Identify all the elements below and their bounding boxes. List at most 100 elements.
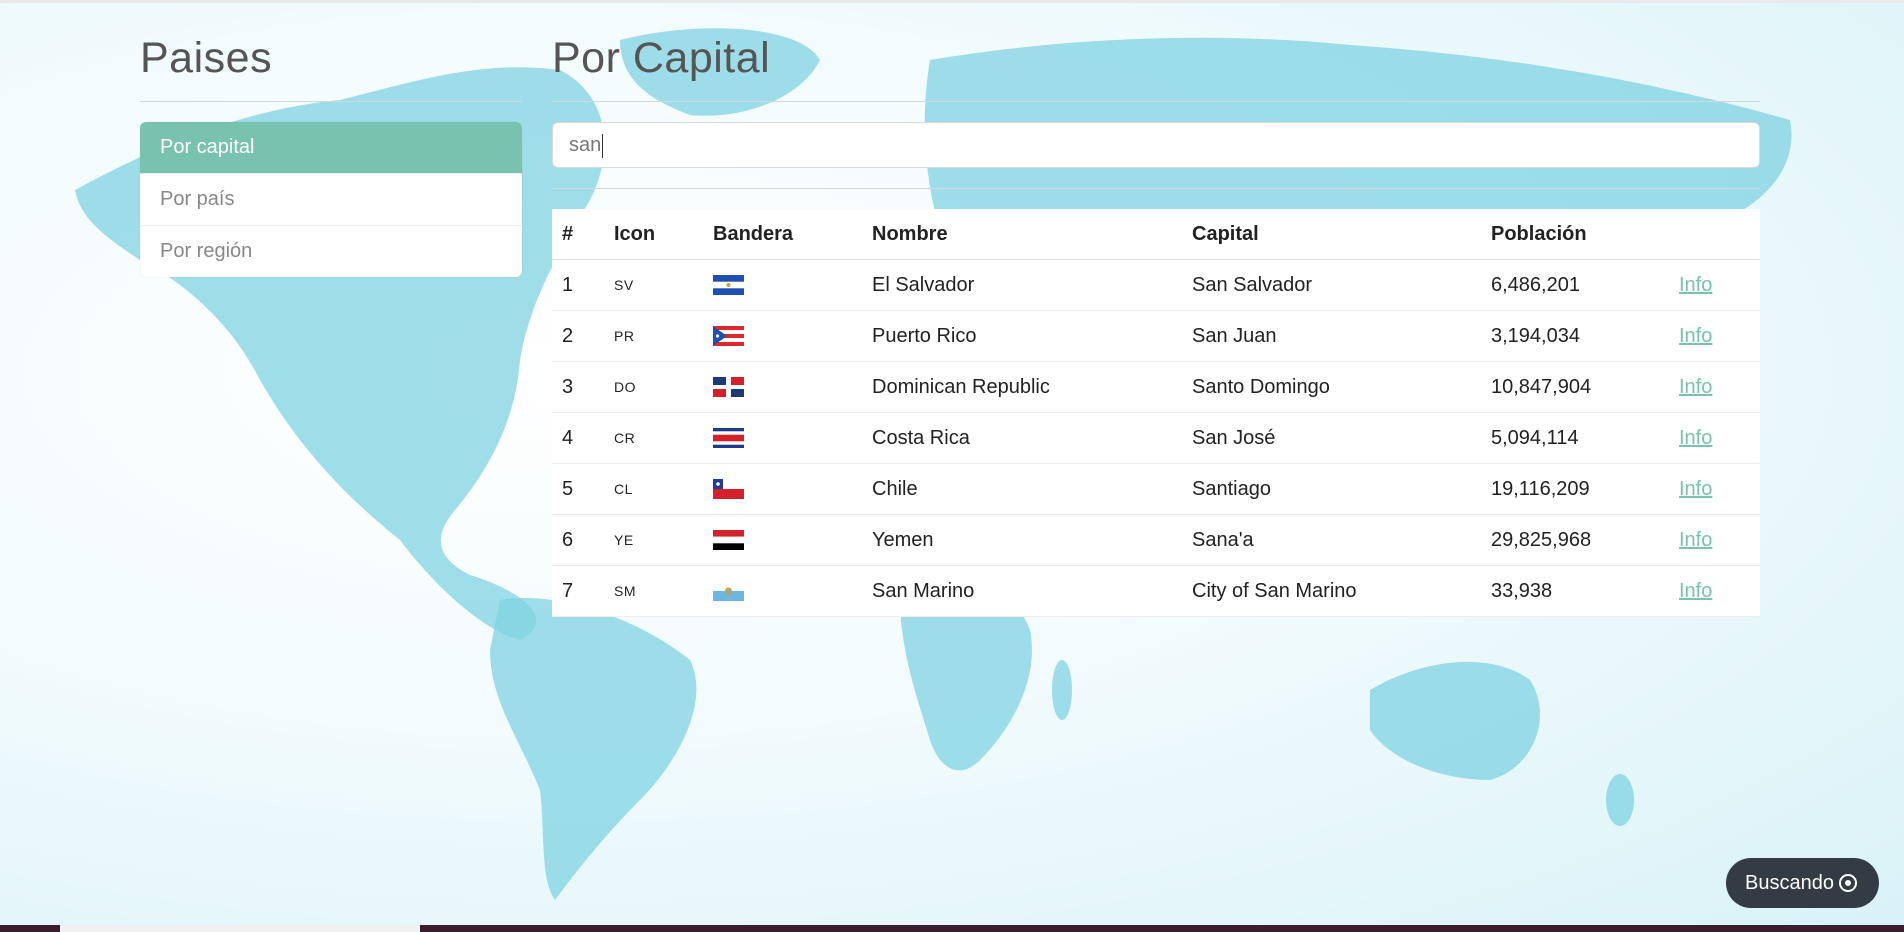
table-row: 5 CL Chile Santiago 19,116,209 Info — [552, 463, 1760, 515]
results-table: # Icon Bandera Nombre Capital Población … — [552, 209, 1760, 617]
col-header-poblacion: Población — [1481, 209, 1669, 260]
country-name: Yemen — [862, 514, 1182, 566]
col-header-bandera: Bandera — [703, 209, 862, 260]
country-code: DO — [604, 361, 703, 413]
sidebar: Paises Por capital Por país Por región — [140, 34, 522, 277]
country-name: Costa Rica — [862, 412, 1182, 464]
info-link[interactable]: Info — [1679, 324, 1713, 347]
country-name: Dominican Republic — [862, 361, 1182, 413]
search-mode-list: Por capital Por país Por región — [140, 122, 522, 277]
country-code: SM — [604, 565, 703, 617]
loading-toast: Buscando — [1726, 858, 1879, 908]
flag-cell — [703, 310, 862, 362]
toast-label: Buscando — [1745, 872, 1834, 894]
capital-name: Santiago — [1182, 463, 1481, 515]
text-caret — [602, 133, 604, 158]
table-row: 1 SV El Salvador San Salvador 6,486,201 … — [552, 259, 1760, 311]
pr-flag-icon — [713, 326, 744, 346]
info-link[interactable]: Info — [1679, 273, 1713, 296]
info-cell: Info — [1669, 514, 1760, 566]
do-flag-icon — [713, 377, 744, 397]
search-divider — [552, 188, 1760, 189]
row-number: 3 — [552, 361, 604, 413]
population: 33,938 — [1481, 565, 1669, 617]
australia-shape — [1370, 661, 1541, 780]
greenland-shape — [620, 28, 820, 116]
table-row: 3 DO Dominican Republic Santo Domingo 10… — [552, 361, 1760, 413]
capital-name: City of San Marino — [1182, 565, 1481, 617]
sidebar-title: Paises — [140, 34, 273, 82]
sm-flag-icon — [713, 581, 744, 601]
col-header-nombre: Nombre — [862, 209, 1182, 260]
info-link[interactable]: Info — [1679, 375, 1713, 398]
info-link[interactable]: Info — [1679, 579, 1713, 602]
window-top-border — [0, 0, 1904, 3]
capital-name: Sana'a — [1182, 514, 1481, 566]
info-cell: Info — [1669, 310, 1760, 362]
row-number: 4 — [552, 412, 604, 464]
sidebar-item-por-capital[interactable]: Por capital — [140, 122, 522, 173]
taskbar-search-segment — [60, 925, 420, 932]
main-content: Por Capital san # Icon Bandera Nombre Ca… — [552, 34, 1760, 617]
population: 6,486,201 — [1481, 259, 1669, 311]
loading-ring-icon — [1839, 874, 1857, 892]
country-code: SV — [604, 259, 703, 311]
flag-cell — [703, 361, 862, 413]
population: 3,194,034 — [1481, 310, 1669, 362]
cr-flag-icon — [713, 428, 744, 448]
country-name: San Marino — [862, 565, 1182, 617]
madagascar-shape — [1052, 660, 1072, 720]
row-number: 7 — [552, 565, 604, 617]
col-header-icon: Icon — [604, 209, 703, 260]
sidebar-item-por-region[interactable]: Por región — [140, 225, 522, 277]
table-header-row: # Icon Bandera Nombre Capital Población — [552, 209, 1760, 260]
table-row: 2 PR Puerto Rico San Juan 3,194,034 Info — [552, 310, 1760, 362]
population: 10,847,904 — [1481, 361, 1669, 413]
info-cell: Info — [1669, 463, 1760, 515]
row-number: 1 — [552, 259, 604, 311]
capital-name: San José — [1182, 412, 1481, 464]
row-number: 2 — [552, 310, 604, 362]
flag-cell — [703, 412, 862, 464]
search-input-value: san — [569, 134, 602, 156]
capital-name: San Juan — [1182, 310, 1481, 362]
sidebar-divider — [140, 101, 522, 102]
col-header-actions — [1669, 209, 1760, 260]
row-number: 6 — [552, 514, 604, 566]
title-divider — [552, 101, 1760, 102]
population: 19,116,209 — [1481, 463, 1669, 515]
info-cell: Info — [1669, 259, 1760, 311]
page-title: Por Capital — [552, 34, 771, 82]
table-row: 6 YE Yemen Sana'a 29,825,968 Info — [552, 514, 1760, 566]
search-input[interactable]: san — [552, 122, 1760, 168]
table-row: 7 SM San Marino City of San Marino 33,93… — [552, 565, 1760, 617]
new-zealand-shape — [1606, 774, 1634, 826]
sv-flag-icon — [713, 275, 744, 295]
info-link[interactable]: Info — [1679, 477, 1713, 500]
population: 5,094,114 — [1481, 412, 1669, 464]
capital-name: Santo Domingo — [1182, 361, 1481, 413]
flag-cell — [703, 463, 862, 515]
os-taskbar-strip — [0, 925, 1904, 932]
flag-cell — [703, 514, 862, 566]
info-link[interactable]: Info — [1679, 528, 1713, 551]
info-cell: Info — [1669, 565, 1760, 617]
country-code: CR — [604, 412, 703, 464]
country-code: PR — [604, 310, 703, 362]
country-name: El Salvador — [862, 259, 1182, 311]
flag-cell — [703, 259, 862, 311]
flag-cell — [703, 565, 862, 617]
ye-flag-icon — [713, 530, 744, 550]
table-row: 4 CR Costa Rica San José 5,094,114 Info — [552, 412, 1760, 464]
row-number: 5 — [552, 463, 604, 515]
col-header-capital: Capital — [1182, 209, 1481, 260]
population: 29,825,968 — [1481, 514, 1669, 566]
info-link[interactable]: Info — [1679, 426, 1713, 449]
south-america-shape — [490, 598, 697, 900]
country-name: Chile — [862, 463, 1182, 515]
col-header-number: # — [552, 209, 604, 260]
country-code: CL — [604, 463, 703, 515]
capital-name: San Salvador — [1182, 259, 1481, 311]
info-cell: Info — [1669, 361, 1760, 413]
sidebar-item-por-pais[interactable]: Por país — [140, 173, 522, 225]
